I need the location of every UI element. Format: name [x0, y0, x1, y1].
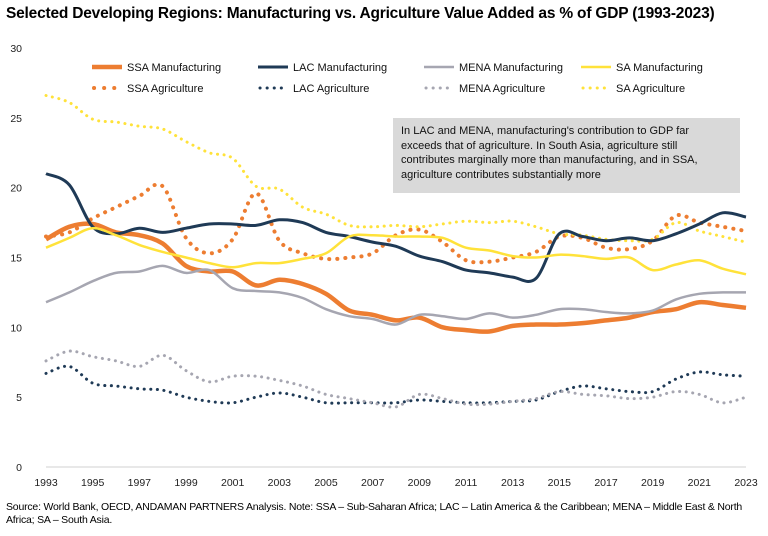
y-tick-label: 10	[10, 322, 22, 334]
x-tick-label: 1999	[174, 477, 198, 489]
chart-title: Selected Developing Regions: Manufacturi…	[6, 5, 715, 22]
legend-label: MENA Manufacturing	[459, 62, 563, 74]
x-tick-label: 2017	[594, 477, 618, 489]
x-tick-label: 1997	[128, 477, 152, 489]
ssa-agriculture-line	[44, 182, 748, 265]
x-tick-label: 2007	[361, 477, 385, 489]
y-tick-label: 15	[10, 253, 22, 265]
lac-agriculture-line	[44, 364, 748, 405]
y-tick-label: 5	[16, 392, 22, 404]
x-tick-label: 1993	[34, 477, 58, 489]
legend-item-mena-agriculture: MENA Agriculture	[424, 83, 545, 95]
legend-label: LAC Manufacturing	[293, 62, 387, 74]
legend-item-mena-manufacturing: MENA Manufacturing	[424, 62, 563, 74]
legend-item-ssa-manufacturing: SSA Manufacturing	[92, 62, 221, 74]
series-lines	[44, 94, 748, 409]
x-tick-label: 2003	[268, 477, 292, 489]
x-tick-label: 2015	[548, 477, 572, 489]
source-note: Source: World Bank, OECD, ANDAMAN PARTNE…	[6, 501, 743, 526]
legend-item-sa-agriculture: SA Agriculture	[581, 83, 685, 95]
legend-item-lac-agriculture: LAC Agriculture	[258, 83, 369, 95]
y-tick-label: 20	[10, 183, 22, 195]
legend-label: MENA Agriculture	[459, 83, 545, 95]
annotation-box: In LAC and MENA, manufacturing's contrib…	[393, 118, 740, 193]
x-tick-label: 2021	[688, 477, 712, 489]
mena-agriculture-line	[44, 349, 748, 409]
legend-label: SA Agriculture	[616, 83, 685, 95]
y-tick-label: 30	[10, 43, 22, 55]
sa-manufacturing-line	[45, 226, 747, 276]
x-tick-label: 1995	[81, 477, 105, 489]
legend-label: LAC Agriculture	[293, 83, 369, 95]
legend-label: SSA Agriculture	[127, 83, 203, 95]
legend-label: SA Manufacturing	[616, 62, 703, 74]
legend-label: SSA Manufacturing	[127, 62, 221, 74]
y-tick-label: 0	[16, 462, 22, 474]
x-tick-label: 2005	[314, 477, 338, 489]
y-tick-label: 25	[10, 113, 22, 125]
x-tick-label: 2001	[221, 477, 245, 489]
legend-item-ssa-agriculture: SSA Agriculture	[92, 83, 203, 95]
legend: SSA Manufacturing LAC Manufacturing MENA M…	[92, 62, 703, 95]
axes: 0 5 10 15 20 25 30 1993 1995 1997 1999 2001 2003 2005…	[10, 43, 758, 489]
x-tick-label: 2023	[734, 477, 758, 489]
x-tick-label: 2011	[455, 477, 478, 489]
sa-agriculture-line	[44, 94, 748, 244]
ssa-manufacturing-line	[44, 221, 747, 334]
mena-manufacturing-line	[45, 264, 747, 326]
x-tick-label: 2019	[641, 477, 665, 489]
x-tick-label: 2013	[501, 477, 525, 489]
x-tick-label: 2009	[408, 477, 432, 489]
legend-item-sa-manufacturing: SA Manufacturing	[581, 62, 703, 74]
lac-manufacturing-line	[45, 172, 747, 283]
legend-item-lac-manufacturing: LAC Manufacturing	[258, 62, 387, 74]
